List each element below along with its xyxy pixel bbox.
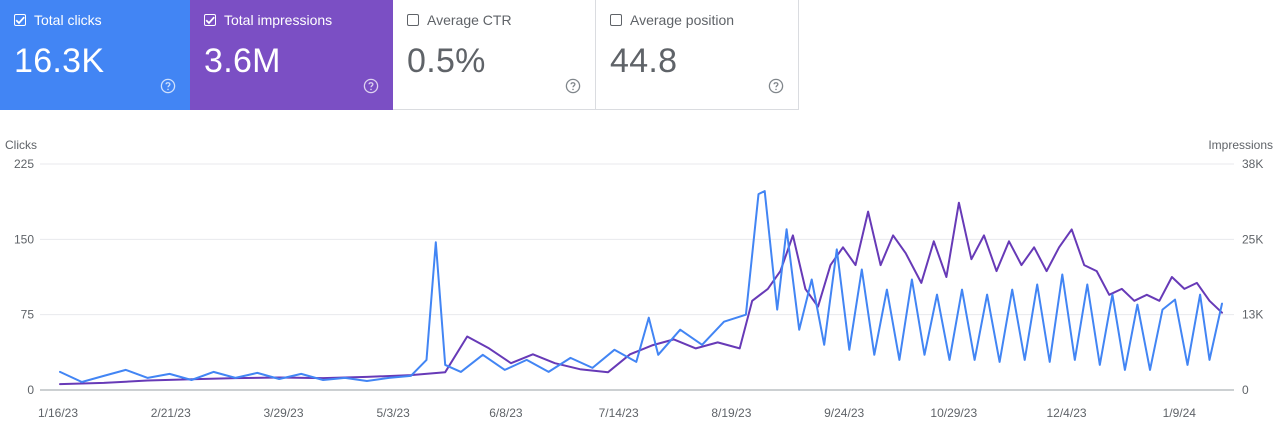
help-circle-icon[interactable] [565,78,581,94]
checkbox-checked-icon[interactable] [14,14,26,26]
y-tick-left: 150 [14,232,34,246]
y-tick-left: 75 [21,308,35,322]
card-value: 3.6M [204,42,281,80]
card-value: 16.3K [14,42,105,80]
y-tick-right: 38K [1242,157,1263,171]
average-ctr-card[interactable]: Average CTR 0.5% [393,0,596,110]
total-impressions-card[interactable]: Total impressions 3.6M [190,0,393,110]
x-tick-label: 6/8/23 [489,406,523,420]
clicks-series-line [59,190,1223,383]
total-clicks-card[interactable]: Total clicks 16.3K [0,0,190,110]
y-tick-left: 225 [14,157,34,171]
help-circle-icon[interactable] [160,78,176,94]
card-label: Average position [630,12,735,28]
x-tick-label: 7/14/23 [599,406,639,420]
y-tick-left: 0 [27,383,34,397]
series [59,190,1223,386]
average-position-card[interactable]: Average position 44.8 [596,0,799,110]
checkbox-checked-icon[interactable] [204,14,216,26]
x-tick-label: 2/21/23 [151,406,191,420]
checkbox-unchecked-icon[interactable] [610,14,622,26]
y-ticks: 0 0 75 13K 150 25K 225 38K [14,157,1263,397]
x-tick-label: 12/4/23 [1047,406,1087,420]
performance-chart: 0 0 75 13K 150 25K 225 38K 1/16/23 2/21/23 3/29/2… [0,130,1280,426]
x-tick-label: 1/9/24 [1163,406,1197,420]
performance-chart-svg: 0 0 75 13K 150 25K 225 38K 1/16/23 2/21/23 3/29/2… [5,138,1273,420]
card-value: 0.5% [407,42,486,80]
x-tick-label: 3/29/23 [263,406,303,420]
card-label: Total impressions [224,12,333,28]
card-value: 44.8 [610,42,678,80]
card-label: Total clicks [34,12,102,28]
x-ticks: 1/16/23 2/21/23 3/29/23 5/3/23 6/8/23 7/14/23… [38,406,1196,420]
x-tick-label: 5/3/23 [376,406,410,420]
right-axis-label: Impressions [1208,138,1273,152]
y-tick-right: 0 [1242,383,1249,397]
help-circle-icon[interactable] [768,78,784,94]
left-axis-label: Clicks [5,138,37,152]
x-tick-label: 10/29/23 [930,406,977,420]
card-label: Average CTR [427,12,512,28]
metric-cards: Total clicks 16.3K Total impressions 3.6… [0,0,799,110]
x-tick-label: 8/19/23 [711,406,751,420]
x-tick-label: 9/24/23 [824,406,864,420]
impressions-series-line [59,201,1223,386]
checkbox-unchecked-icon[interactable] [407,14,419,26]
gridlines [40,163,1234,391]
x-tick-label: 1/16/23 [38,406,78,420]
y-tick-right: 25K [1242,232,1263,246]
y-tick-right: 13K [1242,308,1263,322]
help-circle-icon[interactable] [363,78,379,94]
